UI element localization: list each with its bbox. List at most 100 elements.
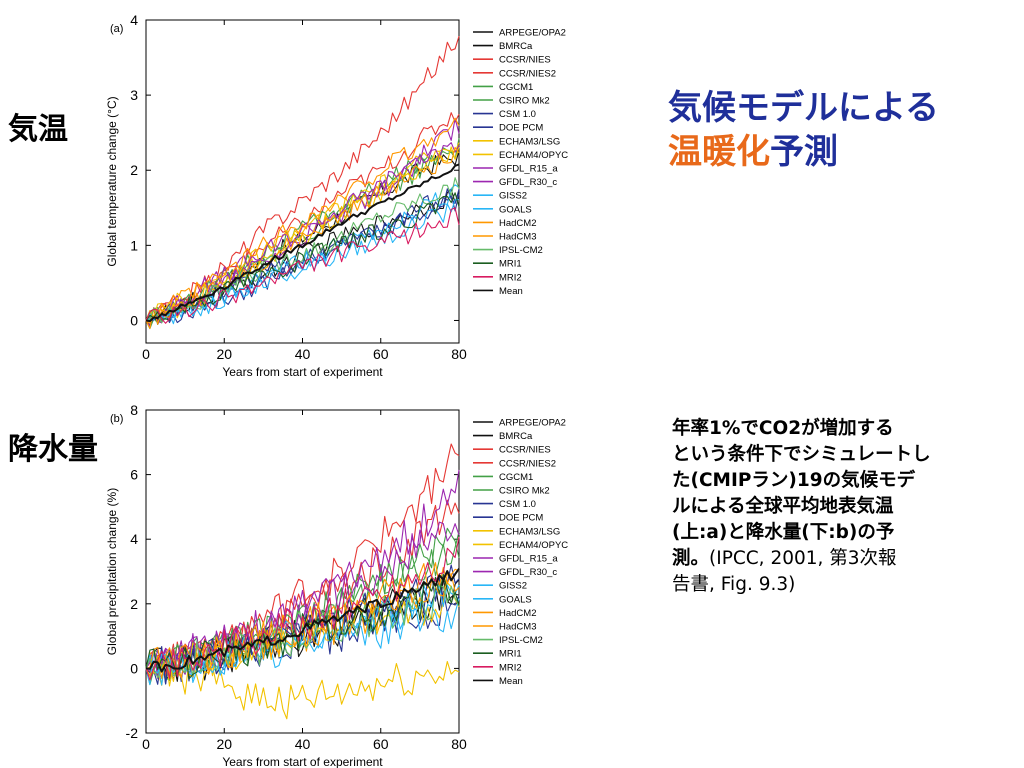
caption-line-6: 測。 [672, 548, 710, 569]
legend-entry: GFDL_R30_c [499, 567, 557, 578]
legend-entry: MRI1 [499, 259, 522, 270]
x-tick-label: 0 [142, 346, 150, 362]
caption-line-4: ルによる全球平均地表気温 [672, 496, 894, 517]
x-tick-label: 60 [373, 346, 389, 362]
panel-label: (b) [110, 413, 123, 425]
legend-entry: ECHAM4/OPYC [499, 540, 568, 551]
series-line-mri2 [145, 536, 460, 681]
slide-headline: 気候モデルによる 温暖化予測 [668, 86, 939, 174]
series-line-mri2 [145, 207, 460, 324]
legend-entry: IPSL-CM2 [499, 635, 543, 646]
series-line-ccsr-nies [145, 36, 460, 322]
figure-caption: 年率1%でCO2が増加する という条件下でシミュレートし た(CMIPラン)19… [672, 416, 1002, 598]
x-tick-label: 60 [373, 736, 389, 752]
legend-entry: DOE PCM [499, 123, 543, 134]
y-tick-label: 3 [130, 87, 138, 103]
x-tick-label: 20 [216, 346, 232, 362]
legend-entry: IPSL-CM2 [499, 245, 543, 256]
series-line-hadcm3 [145, 562, 460, 679]
headline-line1: 気候モデルによる [668, 88, 939, 128]
legend-entry: CCSR/NIES [499, 55, 551, 66]
legend-entry: CCSR/NIES2 [499, 458, 556, 469]
caption-line-1: 年率1%でCO2が増加する [672, 418, 894, 439]
legend-entry: GFDL_R15_a [499, 554, 558, 565]
legend-entry: DOE PCM [499, 513, 543, 524]
x-tick-label: 20 [216, 736, 232, 752]
legend-entry: MRI2 [499, 662, 522, 673]
legend-entry: Mean [499, 676, 523, 687]
headline-line2: 温暖化予測 [668, 130, 939, 174]
y-tick-label: 2 [130, 162, 138, 178]
y-tick-label: 4 [130, 531, 138, 547]
legend-entry: CSM 1.0 [499, 109, 536, 120]
series-line-mri1 [145, 573, 460, 680]
legend-entry: CCSR/NIES [499, 445, 551, 456]
series-line-ccsr-nies2 [145, 112, 460, 321]
legend-entry: GISS2 [499, 191, 527, 202]
y-axis-label: Global precipitation change (%) [105, 488, 119, 655]
legend-entry: HadCM3 [499, 622, 537, 633]
headline-line2-rest: 予測 [770, 132, 838, 172]
y-tick-label: 2 [130, 596, 138, 612]
legend-entry: MRI2 [499, 272, 522, 283]
series-line-hadcm3 [145, 117, 460, 324]
caption-source-2: 告書, Fig. 9.3) [672, 574, 796, 595]
y-tick-label: 8 [130, 402, 138, 418]
y-tick-label: 0 [130, 312, 138, 328]
legend-entry: MRI1 [499, 649, 522, 660]
y-tick-label: 1 [130, 237, 138, 253]
y-tick-label: -2 [126, 725, 139, 741]
legend-entry: GOALS [499, 594, 532, 605]
plot-frame [145, 409, 460, 734]
x-tick-label: 40 [295, 346, 311, 362]
series-line-ipsl-cm2 [145, 584, 460, 679]
legend-entry: ARPEGE/OPA2 [499, 418, 566, 429]
y-tick-label: 4 [130, 12, 138, 28]
series-line-gfdl-r30-c [145, 117, 460, 322]
x-tick-label: 80 [451, 736, 467, 752]
legend-entry: HadCM2 [499, 608, 537, 619]
x-axis-label: Years from start of experiment [222, 755, 383, 768]
y-tick-label: 6 [130, 467, 138, 483]
caption-line-5: (上:a)と降水量(下:b)の予 [672, 522, 895, 543]
legend-entry: GOALS [499, 204, 532, 215]
legend-entry: CGCM1 [499, 82, 533, 93]
legend-entry: HadCM2 [499, 218, 537, 229]
series-line-mean [145, 568, 460, 673]
x-tick-label: 40 [295, 736, 311, 752]
panel-label: (a) [110, 23, 123, 35]
legend-entry: BMRCa [499, 431, 533, 442]
legend-entry: ARPEGE/OPA2 [499, 28, 566, 39]
legend-entry: GFDL_R15_a [499, 164, 558, 175]
legend-entry: ECHAM3/LSG [499, 136, 560, 147]
x-axis-label: Years from start of experiment [222, 365, 383, 379]
legend-entry: CSM 1.0 [499, 499, 536, 510]
legend-entry: CSIRO Mk2 [499, 96, 550, 107]
legend-entry: Mean [499, 286, 523, 297]
legend-entry: ECHAM4/OPYC [499, 150, 568, 161]
temperature-label: 気温 [8, 112, 68, 147]
legend-entry: GFDL_R30_c [499, 177, 557, 188]
caption-source-1: (IPCC, 2001, 第3次報 [709, 548, 897, 569]
legend-entry: HadCM3 [499, 232, 537, 243]
series-line-echam3-lsg [145, 651, 460, 720]
series-line-giss2 [145, 198, 460, 325]
legend-entry: CGCM1 [499, 472, 533, 483]
series-line-mri1 [145, 192, 460, 321]
y-tick-label: 0 [130, 660, 138, 676]
headline-accent: 温暖化 [668, 132, 770, 172]
legend-entry: ECHAM3/LSG [499, 526, 560, 537]
x-tick-label: 80 [451, 346, 467, 362]
series-line-ccsr-nies [145, 443, 460, 678]
precipitation-label: 降水量 [8, 432, 98, 467]
series-line-hadcm2 [145, 146, 460, 330]
series-line-csiro-mk2 [145, 531, 460, 680]
legend-entry: CCSR/NIES2 [499, 68, 556, 79]
y-axis-label: Global temperature change (°C) [105, 96, 119, 266]
series-line-ipsl-cm2 [145, 177, 460, 324]
series-line-gfdl-r30-c [145, 469, 460, 680]
legend-entry: GISS2 [499, 581, 527, 592]
series-line-mean [145, 163, 460, 323]
